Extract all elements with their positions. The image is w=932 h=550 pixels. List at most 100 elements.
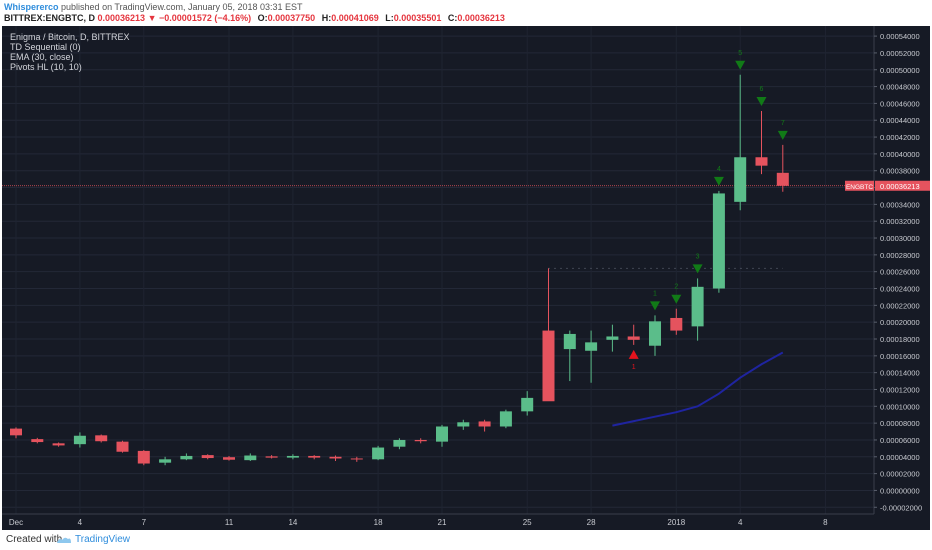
ema-line xyxy=(612,351,784,427)
x-tick-label: 4 xyxy=(738,518,743,527)
candle-body[interactable] xyxy=(286,455,299,458)
td-count-label: 1 xyxy=(632,364,636,371)
candle-body[interactable] xyxy=(350,458,363,460)
candle-body[interactable] xyxy=(414,439,427,442)
candle-body[interactable] xyxy=(499,411,512,427)
high-value: 0.00041069 xyxy=(331,13,379,23)
candle-body[interactable] xyxy=(521,397,534,412)
td-down-arrow-icon xyxy=(671,294,682,304)
candle-body[interactable] xyxy=(52,443,65,446)
td-down-arrow-icon xyxy=(756,96,767,106)
td-count-label: 4 xyxy=(717,166,721,173)
candle-body[interactable] xyxy=(73,435,86,445)
symbol-tag-label: ENGBTC xyxy=(846,184,873,191)
open-label: O: xyxy=(257,13,268,23)
price-chart[interactable]: Dec 4 7 11 14 18 21 25 28 2018 4 80.000540000.00052… xyxy=(2,26,930,530)
y-tick-label: 0.00054000 xyxy=(880,32,920,41)
y-tick-label: 0.00020000 xyxy=(880,318,920,327)
y-tick-label: 0.00042000 xyxy=(880,133,920,142)
x-tick-label: 18 xyxy=(374,518,383,527)
candle-body[interactable] xyxy=(755,157,768,166)
candle-body[interactable] xyxy=(649,321,661,346)
candle-body[interactable] xyxy=(308,455,321,458)
candle-body[interactable] xyxy=(670,317,683,331)
legend-pivots[interactable]: Pivots HL (10, 10) xyxy=(10,62,82,72)
ohlc-line: BITTREX:ENGBTC, D 0.00036213 ▼ −0.000015… xyxy=(4,13,505,23)
candle-body[interactable] xyxy=(180,455,193,460)
legend-title: Enigma / Bitcoin, D, BITTREX xyxy=(10,32,130,42)
x-tick-label: 2018 xyxy=(667,518,685,527)
x-tick-label: 25 xyxy=(523,518,532,527)
candle-body[interactable] xyxy=(201,455,214,459)
chart-legend: Enigma / Bitcoin, D, BITTREX TD Sequenti… xyxy=(10,32,130,72)
candle-body[interactable] xyxy=(606,336,619,340)
y-tick-label: 0.00040000 xyxy=(880,150,920,159)
y-tick-label: 0.00032000 xyxy=(880,217,920,226)
candle-body[interactable] xyxy=(10,428,22,436)
candle-body[interactable] xyxy=(627,336,640,340)
candle-body[interactable] xyxy=(244,455,257,461)
candle-body[interactable] xyxy=(478,421,491,427)
candle-body[interactable] xyxy=(542,330,555,402)
close-value: 0.00036213 xyxy=(457,13,505,23)
change-value: −0.00001572 (−4.16%) xyxy=(159,13,252,23)
y-tick-label: 0.00038000 xyxy=(880,167,920,176)
candle-body[interactable] xyxy=(329,456,342,459)
plot-background xyxy=(2,26,930,530)
candle-body[interactable] xyxy=(776,172,789,186)
tradingview-brand[interactable]: TradingView xyxy=(75,534,131,545)
y-tick-label: 0.00044000 xyxy=(880,116,920,125)
candle-body[interactable] xyxy=(734,157,747,202)
x-tick-label: Dec xyxy=(9,518,23,527)
candle-body[interactable] xyxy=(436,426,448,442)
candle-body[interactable] xyxy=(159,459,172,463)
td-count-label: 2 xyxy=(674,284,678,291)
y-tick-label: 0.00034000 xyxy=(880,200,920,209)
publish-line: Whispererco published on TradingView.com… xyxy=(4,2,303,12)
footer: Created with TradingView xyxy=(0,530,932,550)
x-tick-label: 8 xyxy=(823,518,828,527)
candle-body[interactable] xyxy=(712,193,725,289)
legend-td-sequential[interactable]: TD Sequential (0) xyxy=(10,42,81,52)
candle-body[interactable] xyxy=(585,342,598,351)
candle-body[interactable] xyxy=(691,286,704,327)
candle-body[interactable] xyxy=(563,333,576,350)
td-down-arrow-icon xyxy=(735,60,746,70)
tradingview-logo-icon xyxy=(57,537,71,543)
publish-info: published on TradingView.com, January 05… xyxy=(61,2,303,12)
high-label: H: xyxy=(321,13,332,23)
candle-body[interactable] xyxy=(265,456,278,458)
candle-body[interactable] xyxy=(95,435,108,442)
created-with-text: Created with xyxy=(6,534,63,545)
y-tick-label: 0.00010000 xyxy=(880,402,920,411)
y-tick-label: 0.00006000 xyxy=(880,436,920,445)
symbol-line: BITTREX:ENGBTC, D xyxy=(4,13,95,23)
open-value: 0.00037750 xyxy=(267,13,316,23)
close-label: C: xyxy=(447,13,458,23)
candle-body[interactable] xyxy=(393,439,406,447)
chart-panel[interactable]: Dec 4 7 11 14 18 21 25 28 2018 4 8 0.00054000 0.00052… xyxy=(2,26,930,530)
y-tick-label: 0.00018000 xyxy=(880,335,920,344)
candle-body[interactable] xyxy=(116,441,129,452)
author-name[interactable]: Whispererco xyxy=(4,2,59,12)
y-tick-label: 0.00000000 xyxy=(880,486,920,495)
candle-body[interactable] xyxy=(31,439,44,443)
low-label: L: xyxy=(385,13,394,23)
price-tag-value: 0.00036213 xyxy=(880,182,920,191)
candle-body[interactable] xyxy=(372,447,385,460)
candle-body[interactable] xyxy=(223,457,235,460)
y-tick-label: 0.00046000 xyxy=(880,99,920,108)
y-tick-label: -0.00002000 xyxy=(880,503,922,512)
x-tick-label: 7 xyxy=(142,518,147,527)
y-tick-label: 0.00050000 xyxy=(880,66,920,75)
y-tick-label: 0.00004000 xyxy=(880,453,920,462)
candle-body[interactable] xyxy=(457,422,470,427)
x-tick-label: 11 xyxy=(225,518,234,527)
y-tick-label: 0.00012000 xyxy=(880,385,920,394)
candle-body[interactable] xyxy=(137,450,150,464)
y-tick-label: 0.00028000 xyxy=(880,251,920,260)
y-tick-label: 0.00024000 xyxy=(880,285,920,294)
legend-ema[interactable]: EMA (30, close) xyxy=(10,52,74,62)
x-tick-label: 28 xyxy=(587,518,596,527)
y-tick-label: 0.00030000 xyxy=(880,234,920,243)
